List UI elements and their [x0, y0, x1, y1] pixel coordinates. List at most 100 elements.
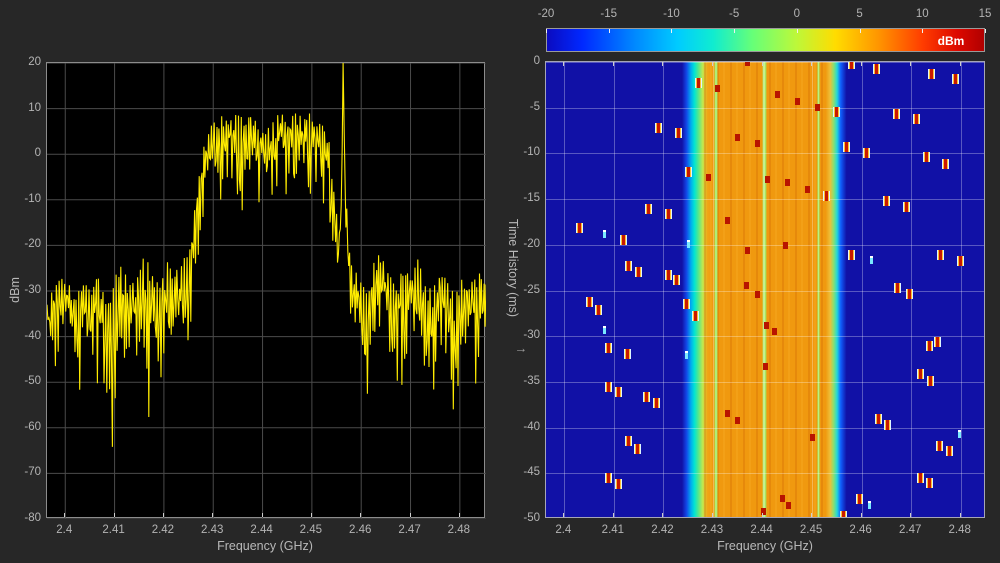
sparkle-hot-packet	[922, 152, 930, 163]
band-green-stripe	[816, 62, 820, 517]
grid-line	[613, 62, 615, 517]
spectrogram-plot[interactable]	[545, 61, 985, 518]
sparkle-cool-packet	[870, 256, 873, 265]
sparkle-hot-packet	[848, 62, 856, 69]
sparkle-hot-packet	[682, 299, 690, 310]
sparkle-hot-packet	[925, 341, 933, 352]
sparkle-cool-packet	[686, 239, 690, 248]
sparkle-hot-packet	[902, 202, 910, 213]
grid-line	[546, 153, 984, 155]
colorbar-tick-mark	[796, 29, 798, 33]
colorbar-tick-mark	[859, 29, 861, 33]
spectrogram-xtick-label: 2.48	[948, 524, 971, 536]
sparkle-red-dot	[725, 216, 731, 224]
spectrum-xtick-label: 2.43	[201, 524, 224, 536]
sparkle-hot-packet	[925, 478, 933, 489]
sparkle-cool-packet	[867, 501, 871, 510]
spectrogram-axis-tick-mark	[612, 513, 614, 517]
spectrogram-ytick-label: -10	[523, 146, 540, 159]
sparkle-red-dot	[765, 175, 770, 183]
spectrogram-ytick-label: -45	[523, 466, 540, 479]
spectrum-axis-tick-mark	[212, 513, 214, 517]
sparkle-hot-packet	[635, 267, 643, 278]
spectrogram-ytick-label: -50	[523, 512, 540, 524]
spectrogram-axis-tick-mark	[860, 62, 862, 66]
sparkle-red-dot	[774, 91, 780, 99]
sparkle-hot-packet	[585, 297, 593, 308]
sparkle-hot-packet	[957, 256, 965, 267]
spectrum-ytick-label: 20	[28, 56, 41, 68]
colorbar-tick-mark	[546, 29, 547, 33]
spectrum-axis-tick-mark	[162, 513, 164, 517]
spectrogram-xtick-label: 2.4	[555, 524, 572, 536]
spectrogram-axis-tick-mark	[959, 513, 961, 517]
sparkle-red-dot	[715, 85, 721, 92]
spectrogram-axis-tick-mark	[761, 62, 763, 66]
grid-line	[546, 473, 984, 475]
sparkle-red-dot	[762, 362, 768, 370]
sparkle-hot-packet	[604, 382, 612, 393]
spectrogram-xlabel: Frequency (GHz)	[717, 539, 813, 553]
grid-line	[546, 62, 984, 63]
sparkle-hot-packet	[863, 148, 871, 159]
spectrogram-xtick-label: 2.44	[750, 524, 773, 536]
spectrum-xlabel: Frequency (GHz)	[217, 539, 313, 553]
spectrum-xtick-label: 2.45	[299, 524, 323, 536]
spectrum-plot[interactable]	[46, 62, 487, 520]
spectrum-xtick-label: 2.46	[349, 524, 372, 536]
sparkle-hot-packet	[694, 78, 702, 88]
spectrogram-xtick-label: 2.47	[898, 524, 922, 536]
colorbar-tick-mark	[671, 29, 673, 33]
spectrum-xtick-label: 2.41	[102, 524, 125, 536]
sparkle-hot-packet	[664, 208, 672, 219]
spectrogram-ytick-label: -5	[529, 100, 540, 113]
sparkle-red-dot	[745, 62, 751, 67]
spectrum-axis-tick-mark	[458, 513, 460, 517]
sparkle-hot-packet	[840, 511, 848, 517]
spectrogram-ytick-label: -35	[523, 374, 540, 387]
sparkle-hot-packet	[674, 128, 682, 139]
spectrum-xtick-label: 2.44	[250, 524, 273, 536]
sparkle-hot-packet	[892, 109, 900, 120]
band-green-stripe	[713, 62, 718, 517]
sparkle-red-dot	[785, 501, 791, 509]
sparkle-hot-packet	[833, 107, 841, 118]
spectrum-ytick-label: -50	[24, 375, 41, 388]
sparkle-red-dot	[814, 104, 820, 112]
spectrum-axis-tick-mark	[310, 513, 312, 517]
colorbar-tick-label: -20	[537, 8, 555, 20]
spectrogram-xtick-label: 2.42	[651, 524, 674, 536]
sparkle-hot-packet	[624, 436, 632, 447]
sparkle-hot-packet	[684, 166, 692, 177]
sparkle-hot-packet	[873, 64, 880, 75]
spectrogram-axis-tick-mark	[662, 62, 664, 66]
sparkle-hot-packet	[645, 204, 653, 215]
sparkle-hot-packet	[927, 68, 935, 79]
grid-line	[546, 199, 984, 201]
sparkle-hot-packet	[916, 368, 924, 379]
spectrum-trace	[46, 62, 487, 447]
spectrogram-axis-tick-mark	[612, 62, 614, 66]
spectrogram-axis-tick-mark	[959, 62, 961, 66]
colorbar-tick-mark	[608, 29, 610, 33]
grid-line	[546, 381, 984, 383]
sparkle-red-dot	[754, 290, 760, 298]
sparkle-hot-packet	[823, 191, 831, 202]
spectrogram-axis-tick-mark	[910, 62, 912, 66]
spectrum-ytick-label: 10	[28, 101, 41, 114]
sparkle-hot-packet	[855, 493, 863, 504]
sparkle-hot-packet	[926, 376, 934, 386]
sparkle-hot-packet	[652, 397, 660, 408]
spectrum-ytick-label: -80	[24, 512, 41, 524]
grid-line	[960, 62, 962, 517]
spectrogram-axis-tick-mark	[662, 513, 664, 517]
spectrum-ytick-label: -60	[24, 420, 41, 433]
sparkle-red-dot	[772, 328, 778, 336]
sparkle-hot-packet	[905, 289, 913, 300]
sparkle-hot-packet	[934, 336, 942, 347]
colorbar[interactable]	[546, 28, 985, 52]
colorbar-tick-mark	[985, 29, 986, 33]
sparkle-cool-packet	[602, 229, 606, 238]
sparkle-red-dot	[784, 179, 790, 187]
spectrum-ytick-label: -10	[24, 192, 41, 205]
